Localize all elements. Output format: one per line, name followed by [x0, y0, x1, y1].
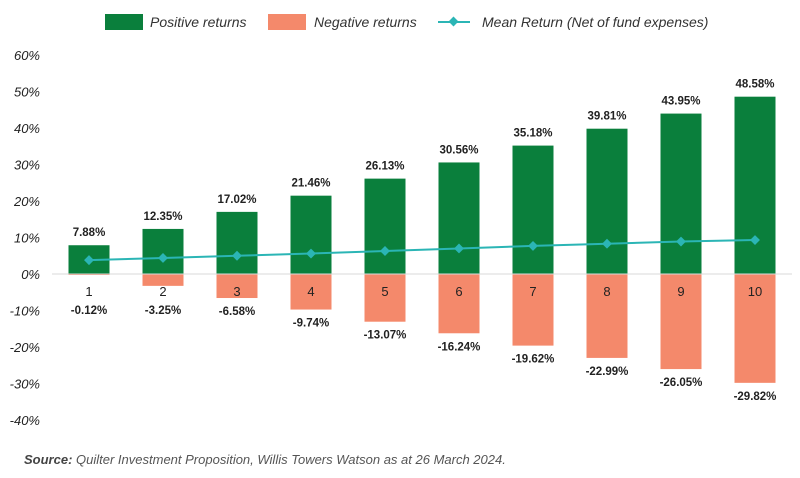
mean-return-point [750, 235, 760, 246]
bars [52, 96, 792, 383]
positive-value-label: 43.95% [661, 96, 700, 108]
source-label: Source: [24, 452, 73, 467]
positive-value-label: 35.18% [513, 128, 552, 140]
positive-value-label: 48.58% [735, 79, 774, 91]
bar-positive [586, 128, 628, 274]
category-label: 9 [677, 284, 684, 299]
positive-value-label: 7.88% [73, 227, 106, 239]
legend-label-negative: Negative returns [314, 14, 417, 30]
bar-negative [586, 274, 628, 358]
legend-label-mean: Mean Return (Net of fund expenses) [482, 14, 708, 30]
y-tick-label: 0% [21, 267, 40, 282]
returns-chart: Positive returns Negative returns Mean Ret… [10, 14, 792, 428]
bar-negative [660, 274, 702, 370]
category-label: 10 [748, 284, 762, 299]
negative-value-label: -22.99% [586, 366, 629, 378]
y-tick-label: 10% [14, 231, 40, 246]
positive-value-label: 39.81% [587, 111, 626, 123]
bar-positive [734, 96, 776, 274]
mean-return-point [380, 246, 390, 256]
category-label: 4 [307, 284, 314, 299]
negative-value-label: -29.82% [734, 391, 777, 403]
y-axis: 60% 50% 40% 30% 20% 10% 0% -10% -20% -30% -40% [10, 48, 40, 428]
category-label: 3 [233, 284, 240, 299]
y-tick-label: -20% [10, 340, 40, 355]
positive-value-label: 21.46% [291, 178, 330, 190]
source-note: Source: Quilter Investment Proposition, … [24, 452, 506, 467]
bar-negative [364, 274, 406, 322]
negative-value-label: -9.74% [293, 318, 329, 330]
legend: Positive returns Negative returns Mean Ret… [105, 14, 708, 30]
negative-value-label: -3.25% [145, 305, 181, 317]
category-label: 5 [381, 284, 388, 299]
legend-label-positive: Positive returns [150, 14, 246, 30]
mean-return-point [676, 236, 686, 247]
negative-value-label: -19.62% [512, 354, 555, 366]
mean-return-point [232, 250, 242, 261]
y-tick-label: -30% [10, 377, 40, 392]
positive-value-label: 17.02% [217, 194, 256, 206]
bar-positive [512, 145, 554, 274]
y-tick-label: -10% [10, 304, 40, 319]
bar-positive [216, 211, 258, 274]
bar-negative [142, 274, 184, 286]
mean-return-point [158, 252, 168, 263]
bar-positive [142, 228, 184, 274]
bar-positive [290, 195, 332, 274]
y-tick-label: 20% [13, 194, 40, 209]
y-tick-label: 30% [14, 158, 40, 173]
negative-value-label: -6.58% [219, 306, 255, 318]
category-label: 2 [159, 284, 166, 299]
category-label: 7 [529, 284, 536, 299]
mean-return-point [454, 243, 464, 254]
mean-return-point [602, 238, 612, 249]
category-label: 6 [455, 284, 462, 299]
negative-value-label: -13.07% [364, 330, 407, 342]
mean-return-line [88, 239, 756, 262]
category-label: 8 [603, 284, 610, 299]
bar-positive [364, 178, 406, 274]
bar-negative [216, 274, 258, 299]
negative-value-label: -0.12% [71, 305, 107, 317]
source-text: Quilter Investment Proposition, Willis T… [76, 452, 506, 467]
mean-return-point [528, 240, 538, 251]
mean-line [84, 235, 760, 266]
bar-negative [512, 274, 554, 346]
bar-positive [660, 113, 702, 275]
mean-return-point [306, 248, 316, 259]
legend-swatch-positive [105, 14, 143, 30]
bar-negative [438, 274, 480, 334]
positive-value-label: 26.13% [365, 161, 404, 173]
bar-negative [290, 274, 332, 310]
negative-value-label: -16.24% [438, 341, 481, 353]
legend-swatch-negative [268, 14, 306, 30]
y-tick-label: 50% [14, 85, 40, 100]
positive-value-label: 30.56% [439, 144, 478, 156]
negative-value-label: -26.05% [660, 377, 703, 389]
data-labels: 7.88% 1 -0.12% 12.35% 2 -3.25% 17.02% 3 -6.58% 21… [71, 79, 777, 403]
legend-marker-mean [448, 16, 459, 27]
positive-value-label: 12.35% [143, 211, 182, 223]
y-tick-label: 60% [14, 48, 40, 63]
bar-positive [438, 162, 480, 274]
y-tick-label: 40% [14, 121, 40, 136]
bar-negative [734, 274, 776, 383]
y-tick-label: -40% [10, 413, 40, 428]
category-label: 1 [85, 284, 92, 299]
